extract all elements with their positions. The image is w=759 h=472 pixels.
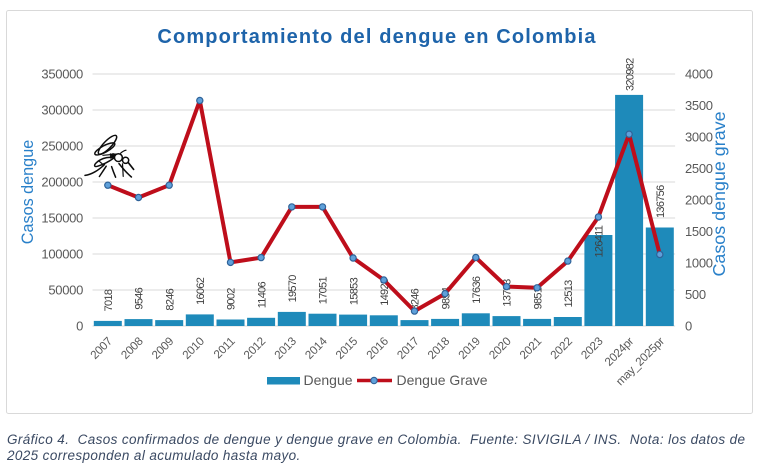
svg-text:2500: 2500	[685, 161, 713, 176]
svg-text:8246: 8246	[410, 288, 422, 310]
svg-text:500: 500	[685, 287, 706, 302]
svg-text:200000: 200000	[41, 175, 83, 190]
svg-text:11406: 11406	[256, 281, 268, 308]
svg-text:Dengue: Dengue	[304, 372, 353, 388]
svg-text:9851: 9851	[532, 287, 544, 309]
svg-text:250000: 250000	[41, 139, 83, 154]
svg-text:1000: 1000	[685, 256, 713, 271]
svg-text:100000: 100000	[41, 247, 83, 262]
svg-text:Casos dengue: Casos dengue	[19, 140, 37, 244]
svg-text:2000: 2000	[685, 193, 713, 208]
svg-text:0: 0	[685, 319, 692, 334]
svg-text:150000: 150000	[41, 211, 83, 226]
svg-text:3000: 3000	[685, 130, 713, 145]
svg-text:50000: 50000	[48, 283, 83, 298]
svg-text:3500: 3500	[685, 98, 713, 113]
svg-text:9002: 9002	[226, 288, 238, 310]
svg-text:16062: 16062	[195, 277, 207, 305]
svg-text:9546: 9546	[134, 287, 146, 309]
svg-text:17051: 17051	[318, 277, 330, 305]
svg-text:19570: 19570	[287, 275, 299, 303]
svg-text:4000: 4000	[685, 67, 713, 82]
svg-text:12513: 12513	[563, 280, 575, 308]
svg-text:Dengue Grave: Dengue Grave	[397, 372, 488, 388]
svg-text:126411: 126411	[594, 225, 606, 257]
svg-text:8246: 8246	[164, 288, 176, 310]
svg-text:350000: 350000	[41, 67, 83, 82]
svg-text:320982: 320982	[624, 58, 636, 91]
svg-text:300000: 300000	[41, 103, 83, 118]
svg-text:17636: 17636	[471, 276, 483, 304]
svg-text:136756: 136756	[655, 185, 667, 218]
svg-text:7018: 7018	[103, 289, 115, 311]
svg-text:0: 0	[76, 319, 83, 334]
svg-text:1500: 1500	[685, 224, 713, 239]
svg-text:Casos dengue grave: Casos dengue grave	[709, 111, 729, 276]
svg-text:15853: 15853	[348, 277, 360, 305]
svg-text:Comportamiento del dengue en C: Comportamiento del dengue en Colombia	[157, 26, 596, 48]
